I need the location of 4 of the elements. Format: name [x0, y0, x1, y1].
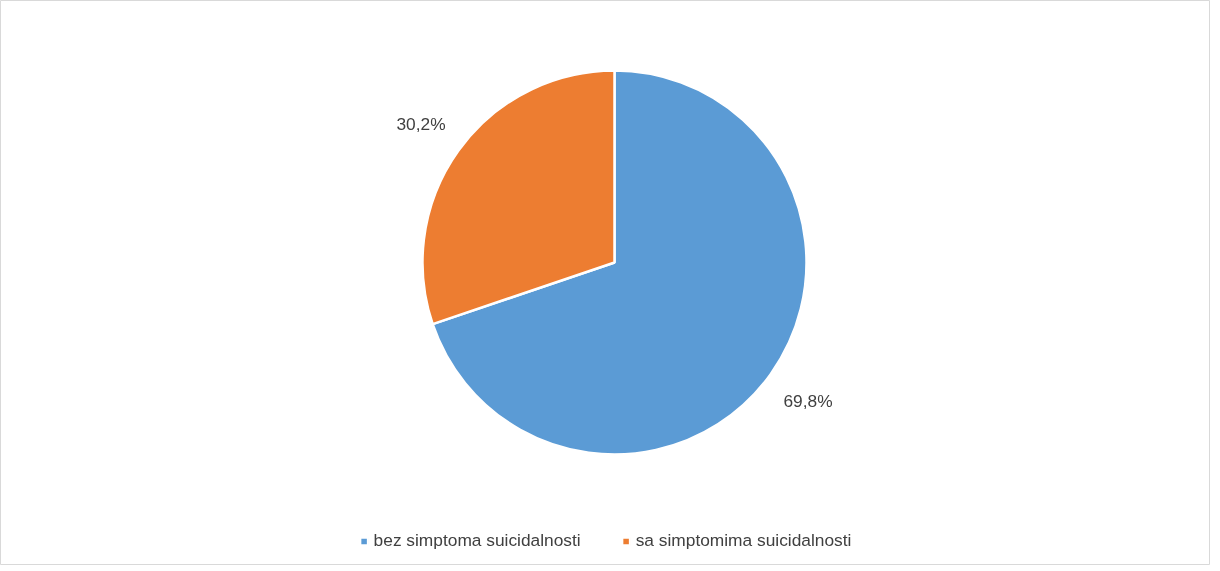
legend-label: sa simptomima suicidalnosti: [635, 530, 852, 551]
data-label: 30,2%: [396, 113, 446, 134]
data-label: 69,8%: [783, 391, 833, 412]
legend-label: bez simptoma suicidalnosti: [373, 530, 581, 551]
